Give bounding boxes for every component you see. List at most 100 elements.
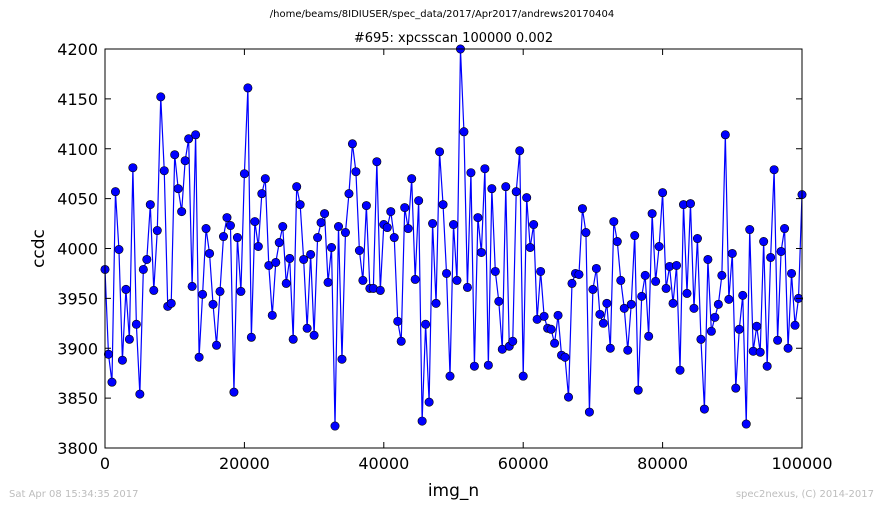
data-point: [598, 318, 608, 328]
data-point: [295, 200, 305, 210]
data-point: [487, 184, 497, 194]
data-point: [511, 187, 521, 197]
data-point: [672, 260, 682, 270]
x-tick-label: 20000: [219, 454, 270, 473]
data-point: [466, 168, 476, 178]
data-point: [156, 92, 166, 102]
data-point: [564, 392, 574, 402]
x-tick-label: 0: [100, 454, 110, 473]
data-point: [414, 196, 424, 206]
data-point: [159, 166, 169, 176]
data-point: [776, 246, 786, 256]
data-point: [222, 213, 232, 223]
data-point: [333, 222, 343, 232]
data-point: [550, 338, 560, 348]
file-path-title: /home/beams/8IDIUSER/spec_data/2017/Apr2…: [269, 9, 615, 20]
data-point: [351, 167, 361, 177]
data-point: [354, 246, 364, 256]
x-tick-label: 60000: [498, 454, 549, 473]
y-tick-label: 3950: [57, 289, 98, 308]
data-point: [145, 200, 155, 210]
data-point: [382, 223, 392, 233]
data-point: [232, 233, 242, 243]
data-point: [633, 385, 643, 395]
data-point: [274, 238, 284, 248]
data-point: [201, 224, 211, 234]
data-point: [706, 326, 716, 336]
data-point: [685, 199, 695, 209]
data-point: [553, 310, 563, 320]
data-point: [546, 324, 556, 334]
data-point: [644, 331, 654, 341]
data-point: [173, 184, 183, 194]
data-point: [658, 188, 668, 198]
data-point: [166, 298, 176, 308]
data-point: [717, 270, 727, 280]
data-point: [389, 233, 399, 243]
y-tick-label: 3850: [57, 389, 98, 408]
data-point: [619, 303, 629, 313]
data-point: [278, 222, 288, 232]
data-point: [124, 334, 134, 344]
data-point: [337, 354, 347, 364]
data-point: [313, 233, 323, 243]
data-point: [682, 288, 692, 298]
data-layer: [100, 44, 807, 431]
y-tick-label: 4150: [57, 90, 98, 109]
data-point: [661, 283, 671, 293]
data-point: [128, 163, 138, 173]
data-point: [396, 336, 406, 346]
data-point: [483, 360, 493, 370]
data-point: [281, 278, 291, 288]
data-point: [473, 213, 483, 223]
data-point: [529, 220, 539, 230]
data-point: [246, 332, 256, 342]
data-point: [212, 340, 222, 350]
data-point: [218, 232, 228, 242]
x-tick-label: 100000: [771, 454, 832, 473]
data-point: [170, 150, 180, 160]
data-point: [689, 303, 699, 313]
data-point: [131, 319, 141, 329]
data-point: [605, 343, 615, 353]
data-point: [591, 263, 601, 273]
data-point: [623, 345, 633, 355]
data-point: [288, 334, 298, 344]
data-point: [285, 253, 295, 263]
data-point: [741, 419, 751, 429]
data-point: [459, 127, 469, 137]
data-point: [525, 243, 535, 253]
data-point: [323, 277, 333, 287]
y-axis-label: ccdc: [29, 229, 49, 268]
data-point: [243, 83, 253, 93]
data-point: [581, 228, 591, 238]
data-point: [773, 335, 783, 345]
data-point: [191, 130, 201, 140]
data-point: [626, 299, 636, 309]
data-point: [117, 355, 127, 365]
data-point: [766, 252, 776, 262]
x-tick-label: 40000: [358, 454, 409, 473]
data-point: [306, 249, 316, 259]
data-point: [177, 207, 187, 217]
data-point: [239, 169, 249, 179]
data-point: [121, 284, 131, 294]
data-point: [577, 204, 587, 214]
data-point: [407, 174, 417, 184]
data-point: [320, 209, 330, 219]
data-point: [347, 139, 357, 149]
data-point: [490, 266, 500, 276]
data-point: [752, 321, 762, 331]
data-point: [469, 361, 479, 371]
data-point: [236, 286, 246, 296]
data-point: [438, 200, 448, 210]
data-point: [435, 147, 445, 157]
data-point: [755, 347, 765, 357]
data-point: [184, 134, 194, 144]
data-point: [299, 254, 309, 264]
data-point: [431, 298, 441, 308]
data-point: [536, 266, 546, 276]
chart-title: #695: xpcsscan 100000 0.002: [353, 31, 554, 46]
data-point: [710, 312, 720, 322]
data-point: [494, 296, 504, 306]
